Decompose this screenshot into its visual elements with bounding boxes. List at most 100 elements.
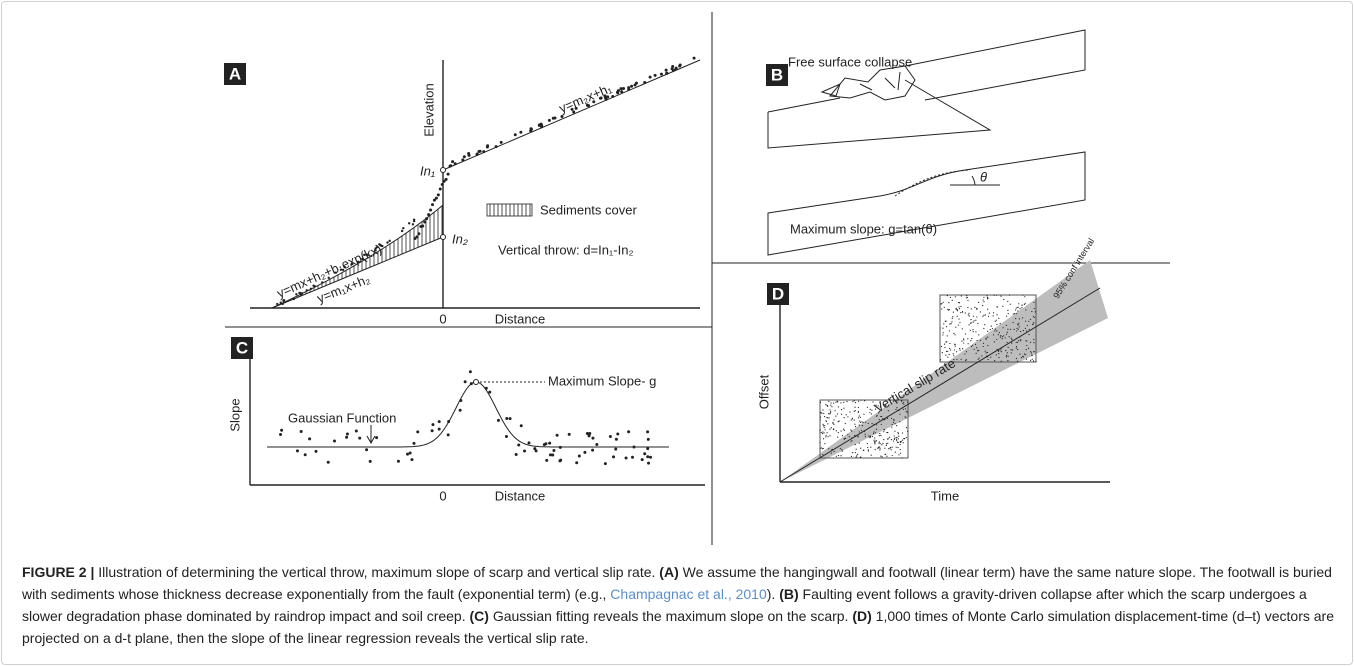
schematic-dot [1016, 342, 1017, 343]
schematic-dot [894, 435, 895, 436]
schematic-dot [412, 442, 415, 445]
schematic-dot [1033, 302, 1034, 303]
schematic-dot [485, 387, 488, 390]
schematic-dot [1025, 340, 1026, 341]
schematic-dot [1026, 345, 1027, 346]
schematic-dot [880, 406, 881, 407]
schematic-dot [942, 328, 943, 329]
schematic-dot [828, 448, 829, 449]
schematic-dot [831, 427, 832, 428]
scarp-block [768, 152, 1085, 255]
schematic-dot [1003, 299, 1004, 300]
schematic-dot [874, 441, 875, 442]
schematic-dot [857, 436, 858, 437]
schematic-dot [947, 351, 948, 352]
schematic-dot [949, 343, 950, 344]
schematic-dot [1002, 336, 1003, 337]
schematic-dot [1033, 316, 1034, 317]
schematic-dot [591, 449, 594, 452]
schematic-dot [415, 235, 418, 238]
schematic-dot [830, 402, 831, 403]
schematic-dot [412, 223, 414, 225]
schematic-dot [823, 425, 824, 426]
schematic-dot [1024, 304, 1025, 305]
schematic-dot [994, 341, 995, 342]
schematic-dot [1007, 360, 1008, 361]
schematic-dot [976, 340, 977, 341]
schematic-dot [856, 457, 857, 458]
schematic-dot [887, 443, 888, 444]
schematic-dot [978, 359, 979, 360]
schematic-dot [413, 219, 415, 221]
caption-tag: (B) [779, 586, 798, 602]
schematic-dot [995, 321, 996, 322]
schematic-dot [905, 416, 906, 417]
schematic-dot [837, 401, 838, 402]
schematic-dot [401, 230, 403, 232]
schematic-dot [435, 197, 438, 200]
schematic-dot [1019, 336, 1020, 337]
schematic-dot [970, 319, 971, 320]
schematic-dot [898, 410, 899, 411]
schematic-dot [868, 449, 869, 450]
schematic-dot [881, 416, 882, 417]
schematic-dot [879, 435, 880, 436]
schematic-dot [944, 307, 945, 308]
schematic-dot [821, 413, 822, 414]
schematic-dot [886, 456, 887, 457]
schematic-dot [825, 420, 826, 421]
schematic-dot [966, 295, 967, 296]
schematic-dot [947, 357, 948, 358]
schematic-dot [1012, 349, 1013, 350]
schematic-dot [527, 441, 530, 444]
schematic-dot [357, 261, 359, 263]
schematic-dot [431, 423, 434, 426]
schematic-dot [834, 410, 835, 411]
schematic-dot [1027, 325, 1028, 326]
schematic-dot [312, 284, 314, 286]
schematic-dot [822, 454, 823, 455]
annotation: Gaussian Function [288, 410, 396, 425]
schematic-dot [901, 401, 902, 402]
schematic-dot [824, 432, 825, 433]
caption-label: FIGURE 2 | [22, 564, 94, 580]
schematic-dot [987, 331, 988, 332]
schematic-dot [994, 360, 995, 361]
schematic-dot [425, 217, 428, 220]
schematic-dot [476, 153, 479, 156]
citation[interactable]: Champagnac et al., 2010 [610, 586, 766, 602]
schematic-dot [1024, 353, 1025, 354]
schematic-dot [1017, 324, 1018, 325]
schematic-dot [996, 330, 997, 331]
schematic-dot [1022, 356, 1023, 357]
intercept-label: In₂ [452, 231, 468, 246]
schematic-dot [958, 318, 959, 319]
schematic-dot [980, 340, 981, 341]
schematic-dot [860, 457, 861, 458]
schematic-dot [897, 447, 898, 448]
schematic-dot [888, 448, 889, 449]
schematic-dot [675, 67, 678, 70]
schematic-dot [879, 402, 880, 403]
schematic-dot [878, 412, 879, 413]
schematic-dot [833, 402, 834, 403]
schematic-dot [591, 437, 594, 440]
schematic-dot [1014, 329, 1015, 330]
schematic-dot [578, 454, 581, 457]
schematic-dot [611, 95, 614, 98]
schematic-dot [949, 330, 950, 331]
schematic-dot [893, 401, 894, 402]
schematic-dot [955, 327, 956, 328]
schematic-dot [355, 430, 358, 433]
schematic-dot [588, 434, 591, 437]
schematic-dot [409, 451, 412, 454]
schematic-dot [1006, 334, 1007, 335]
schematic-dot [649, 456, 652, 459]
schematic-dot [858, 417, 859, 418]
schematic-dot [820, 419, 821, 420]
schematic-dot [999, 357, 1000, 358]
schematic-dot [874, 443, 875, 444]
schematic-dot [1022, 295, 1023, 296]
schematic-dot [870, 446, 871, 447]
schematic-dot [829, 435, 830, 436]
